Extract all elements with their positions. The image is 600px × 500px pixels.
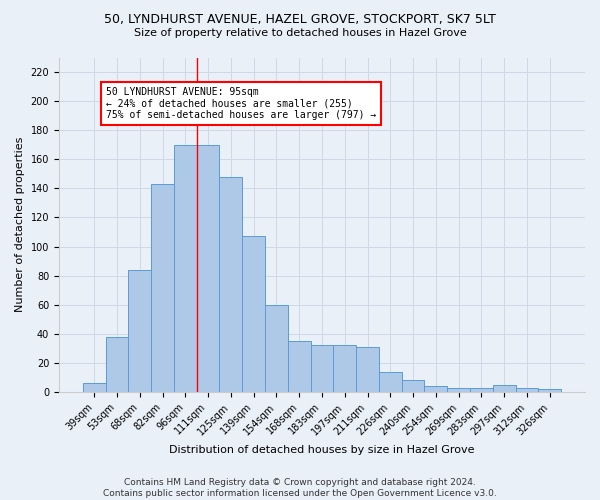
Bar xyxy=(311,346,334,392)
Bar xyxy=(401,380,424,392)
Bar xyxy=(538,389,561,392)
X-axis label: Distribution of detached houses by size in Hazel Grove: Distribution of detached houses by size … xyxy=(169,445,475,455)
Bar xyxy=(515,388,538,392)
Text: 50 LYNDHURST AVENUE: 95sqm
← 24% of detached houses are smaller (255)
75% of sem: 50 LYNDHURST AVENUE: 95sqm ← 24% of deta… xyxy=(106,86,376,120)
Text: 50, LYNDHURST AVENUE, HAZEL GROVE, STOCKPORT, SK7 5LT: 50, LYNDHURST AVENUE, HAZEL GROVE, STOCK… xyxy=(104,12,496,26)
Bar xyxy=(265,305,288,392)
Bar xyxy=(447,388,470,392)
Y-axis label: Number of detached properties: Number of detached properties xyxy=(15,137,25,312)
Text: Size of property relative to detached houses in Hazel Grove: Size of property relative to detached ho… xyxy=(134,28,466,38)
Bar xyxy=(106,337,128,392)
Bar xyxy=(424,386,447,392)
Bar xyxy=(83,384,106,392)
Bar xyxy=(288,341,311,392)
Bar xyxy=(174,145,197,392)
Bar xyxy=(356,347,379,392)
Bar xyxy=(151,184,174,392)
Bar xyxy=(470,388,493,392)
Bar xyxy=(220,177,242,392)
Bar xyxy=(493,385,515,392)
Text: Contains HM Land Registry data © Crown copyright and database right 2024.
Contai: Contains HM Land Registry data © Crown c… xyxy=(103,478,497,498)
Bar xyxy=(128,270,151,392)
Bar xyxy=(197,145,220,392)
Bar xyxy=(242,236,265,392)
Bar xyxy=(334,346,356,392)
Bar xyxy=(379,372,401,392)
